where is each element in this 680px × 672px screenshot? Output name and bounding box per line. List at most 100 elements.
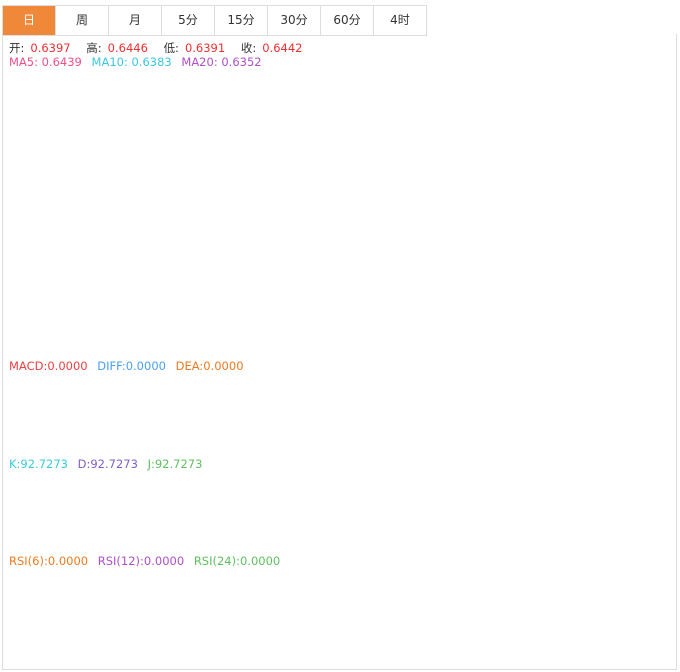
- candle-body: [566, 265, 573, 276]
- low-value: 0.6391: [184, 41, 226, 55]
- macd-bar: [530, 409, 538, 424]
- kdj-legend: K:92.7273 D:92.7273 J:92.7273: [9, 457, 208, 471]
- ma-legend: MA5: 0.6439 MA10: 0.6383 MA20: 0.6352: [9, 55, 268, 69]
- candle-body: [297, 188, 304, 194]
- y-tick-label: -0.7313: [628, 632, 667, 643]
- ma5-legend: MA5: 0.6439: [9, 55, 82, 69]
- y-tick-label: 33.5730: [628, 607, 669, 618]
- y-tick-label: 127.6157: [628, 456, 676, 467]
- candle-body: [117, 132, 124, 145]
- macd-bar: [377, 423, 385, 442]
- macd-bar: [503, 422, 511, 424]
- macd-bar: [63, 407, 71, 424]
- tab-5[interactable]: 30分: [268, 6, 321, 35]
- k-line: [3, 487, 588, 539]
- candle-body: [369, 244, 376, 272]
- macd-bar: [422, 423, 430, 429]
- macd-bar: [207, 423, 215, 440]
- macd-legend: MACD:0.0000 DIFF:0.0000 DEA:0.0000: [9, 359, 250, 373]
- last-price-badge: [624, 260, 672, 275]
- candle-body: [378, 244, 385, 252]
- d-line: [3, 494, 588, 536]
- macd-bar: [557, 391, 565, 424]
- period-tabs: 日周月 5分 15分 30分 60分 4时: [2, 5, 427, 36]
- candle-body: [234, 174, 241, 185]
- candle-body: [360, 265, 367, 272]
- tab-0[interactable]: 日: [3, 6, 56, 35]
- diff-legend: DIFF:0.0000: [97, 359, 166, 373]
- macd-bar: [153, 423, 161, 432]
- open-label: 开:: [9, 41, 25, 55]
- candle-body: [494, 305, 501, 312]
- macd-bar: [305, 423, 313, 431]
- candle-body: [45, 112, 52, 120]
- tab-2[interactable]: 月: [109, 6, 162, 35]
- macd-bar: [99, 421, 107, 424]
- candle-body: [467, 308, 474, 316]
- rsi12-legend: RSI(12):0.0000: [97, 554, 185, 568]
- y-tick-label: 67.8772: [628, 578, 669, 589]
- candle-body: [108, 126, 115, 133]
- macd-bar: [449, 423, 457, 438]
- macd-bar: [9, 421, 17, 424]
- candle-body: [423, 253, 430, 277]
- macd-bar: [54, 412, 62, 424]
- macd-bar: [135, 423, 143, 437]
- candle-body: [521, 285, 528, 313]
- y-tick-label: 0.6661: [628, 201, 663, 212]
- ma20-legend: MA20: 0.6352: [181, 55, 262, 69]
- macd-bar: [216, 423, 224, 440]
- macd-bar: [287, 423, 295, 432]
- macd-legend-value: MACD:0.0000: [9, 359, 88, 373]
- y-tick-label: 0.6262: [628, 315, 663, 326]
- macd-bar: [81, 409, 89, 424]
- ohlc-legend: 开: 0.6397 高: 0.6446 低: 0.6391 收: 0.6442: [9, 40, 314, 56]
- y-tick-label: 0.6861: [628, 144, 663, 155]
- macd-bar: [485, 423, 493, 432]
- candle-body: [432, 276, 439, 291]
- tab-6[interactable]: 60分: [321, 6, 374, 35]
- x-tick-label: 10月: [392, 650, 415, 662]
- macd-bar: [575, 396, 583, 424]
- tab-7[interactable]: 4时: [374, 6, 427, 35]
- y-tick-label: -0.0048: [628, 438, 667, 449]
- macd-bar: [467, 423, 475, 435]
- macd-bar: [278, 423, 286, 430]
- macd-bar: [251, 423, 259, 432]
- macd-bar: [512, 419, 520, 424]
- macd-bar: [180, 423, 188, 436]
- y-tick-label: 84.8444: [628, 481, 669, 492]
- candle-body: [548, 252, 555, 282]
- macd-bar: [548, 394, 556, 424]
- macd-bar: [404, 423, 412, 432]
- tab-1[interactable]: 周: [56, 6, 109, 35]
- candle-body: [180, 136, 187, 151]
- candle-body: [539, 281, 546, 305]
- macd-bar: [476, 423, 484, 437]
- tab-4[interactable]: 15分: [215, 6, 268, 35]
- ma10-legend: MA10: 0.6383: [91, 55, 172, 69]
- macd-bar: [242, 423, 250, 440]
- macd-bar: [494, 423, 502, 426]
- rsi-legend: RSI(6):0.0000 RSI(12):0.0000 RSI(24):0.0…: [9, 554, 286, 568]
- j-legend: J:92.7273: [147, 457, 203, 471]
- macd-bar: [395, 423, 403, 437]
- macd-bar: [314, 423, 322, 431]
- candle-body: [458, 314, 465, 316]
- macd-bar: [27, 421, 35, 424]
- macd-bar: [413, 423, 421, 428]
- candle-body: [261, 140, 268, 159]
- ma5-line: [3, 88, 588, 319]
- candle-body: [584, 267, 591, 280]
- macd-bar: [0, 423, 8, 425]
- tab-3[interactable]: 5分: [162, 6, 215, 35]
- y-tick-label: 0.6961: [628, 115, 663, 126]
- macd-bar: [171, 423, 179, 434]
- y-tick-label: 0.0080: [628, 384, 663, 395]
- macd-bar: [233, 423, 241, 441]
- macd-bar: [323, 423, 331, 434]
- y-tick-label: 0.6362: [628, 286, 663, 297]
- y-tick-label: 102.1815: [628, 554, 676, 565]
- d-legend: D:92.7273: [77, 457, 138, 471]
